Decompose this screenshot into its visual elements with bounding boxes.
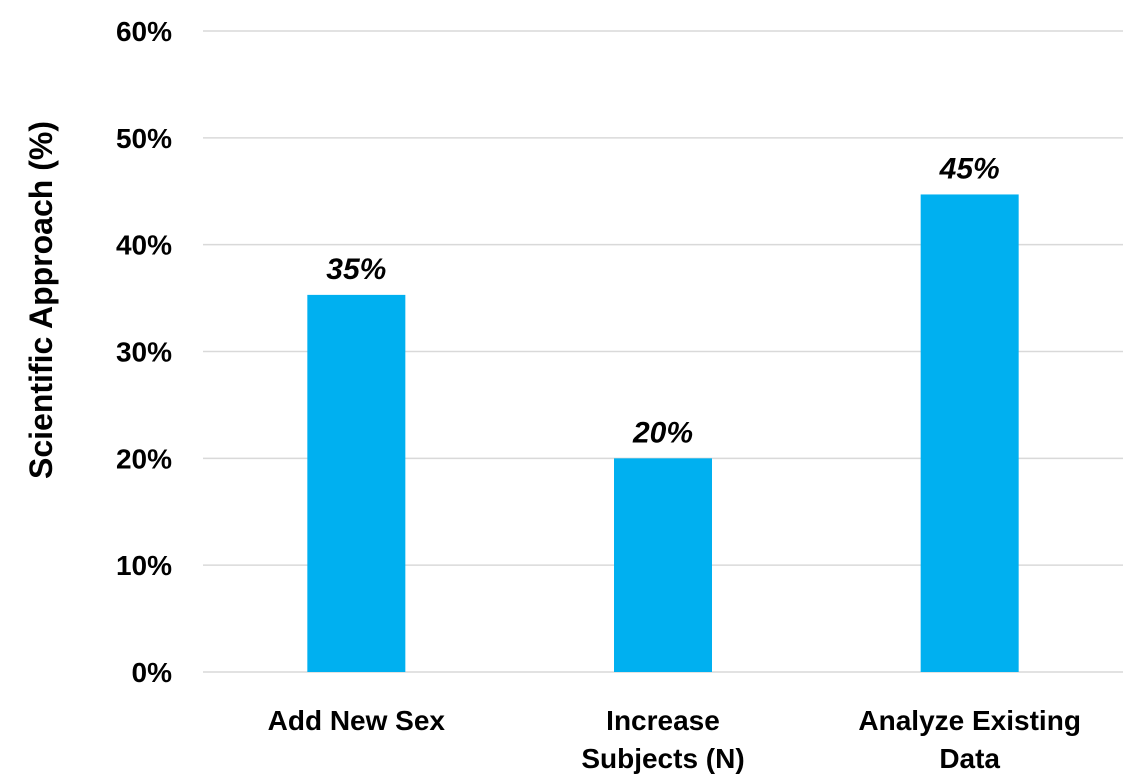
x-category-label: Add New Sex [268,705,446,736]
y-tick-label: 30% [116,337,172,368]
data-label: 45% [939,152,1000,185]
y-tick-label: 0% [132,657,173,688]
y-tick-label: 40% [116,230,172,261]
y-tick-label: 60% [116,16,172,47]
bars [307,194,1019,672]
x-axis-labels: Add New Sex Increase Subjects (N) Analyze E… [268,705,1081,774]
x-category-label: Increase Subjects (N) [581,705,744,774]
data-labels: 35% 20% 45% [326,152,999,449]
x-category-label: Analyze Existing Data [858,705,1081,774]
bar [614,458,712,672]
y-tick-label: 20% [116,443,172,474]
data-label: 20% [632,416,693,449]
y-tick-label: 10% [116,550,172,581]
y-tick-label: 50% [116,123,172,154]
y-axis-ticks: 0% 10% 20% 30% 40% 50% 60% [116,16,172,688]
data-label: 35% [326,253,386,286]
y-axis-title: Scientific Approach (%) [23,121,59,479]
bar [307,294,406,672]
bar [920,194,1019,672]
